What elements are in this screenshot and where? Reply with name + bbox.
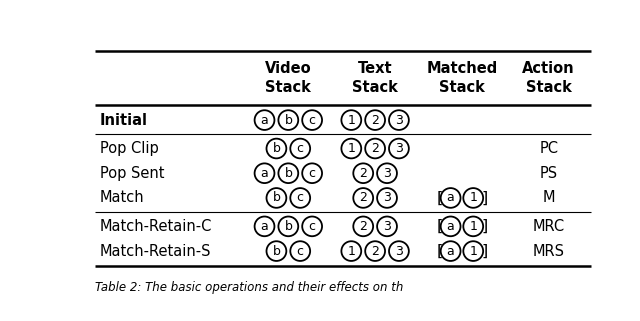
Text: 3: 3 (383, 191, 391, 204)
Text: 3: 3 (395, 114, 403, 126)
Text: a: a (260, 167, 268, 180)
Text: a: a (260, 114, 268, 126)
Text: 1: 1 (348, 245, 355, 257)
Text: 2: 2 (359, 191, 367, 204)
Text: c: c (297, 245, 304, 257)
Text: c: c (297, 142, 304, 155)
Text: c: c (308, 114, 316, 126)
Text: 1: 1 (348, 114, 355, 126)
Text: 1: 1 (348, 142, 355, 155)
Text: Matched
Stack: Matched Stack (426, 61, 497, 95)
Text: 1: 1 (469, 191, 477, 204)
Text: Video
Stack: Video Stack (265, 61, 312, 95)
Text: 3: 3 (383, 220, 391, 233)
Text: 1: 1 (469, 220, 477, 233)
Text: a: a (447, 245, 454, 257)
Text: ]: ] (481, 244, 487, 259)
Text: 3: 3 (395, 142, 403, 155)
Text: b: b (284, 114, 292, 126)
Text: c: c (308, 220, 316, 233)
Text: 2: 2 (371, 114, 379, 126)
Text: a: a (260, 220, 268, 233)
Text: Action
Stack: Action Stack (522, 61, 575, 95)
Text: a: a (447, 191, 454, 204)
Text: 2: 2 (359, 167, 367, 180)
Text: ]: ] (481, 219, 487, 234)
Text: 2: 2 (359, 220, 367, 233)
Text: Match: Match (100, 190, 145, 205)
Text: a: a (447, 220, 454, 233)
Text: c: c (297, 191, 304, 204)
Text: 2: 2 (371, 142, 379, 155)
Text: [: [ (436, 190, 443, 205)
Text: c: c (308, 167, 316, 180)
Text: ]: ] (481, 190, 487, 205)
Text: PS: PS (540, 166, 558, 181)
Text: Match-Retain-S: Match-Retain-S (100, 244, 211, 259)
Text: Initial: Initial (100, 113, 148, 127)
Text: PC: PC (540, 141, 558, 156)
Text: Match-Retain-C: Match-Retain-C (100, 219, 212, 234)
Text: b: b (273, 245, 280, 257)
Text: Table 2: The basic operations and their effects on th: Table 2: The basic operations and their … (95, 281, 403, 294)
Text: Text
Stack: Text Stack (352, 61, 398, 95)
Text: 3: 3 (395, 245, 403, 257)
Text: [: [ (436, 244, 443, 259)
Text: Pop Sent: Pop Sent (100, 166, 164, 181)
Text: b: b (284, 220, 292, 233)
Text: 1: 1 (469, 245, 477, 257)
Text: M: M (543, 190, 555, 205)
Text: MRC: MRC (532, 219, 564, 234)
Text: MRS: MRS (532, 244, 564, 259)
Text: 2: 2 (371, 245, 379, 257)
Text: b: b (273, 142, 280, 155)
Text: [: [ (436, 219, 443, 234)
Text: b: b (284, 167, 292, 180)
Text: Pop Clip: Pop Clip (100, 141, 159, 156)
Text: 3: 3 (383, 167, 391, 180)
Text: b: b (273, 191, 280, 204)
